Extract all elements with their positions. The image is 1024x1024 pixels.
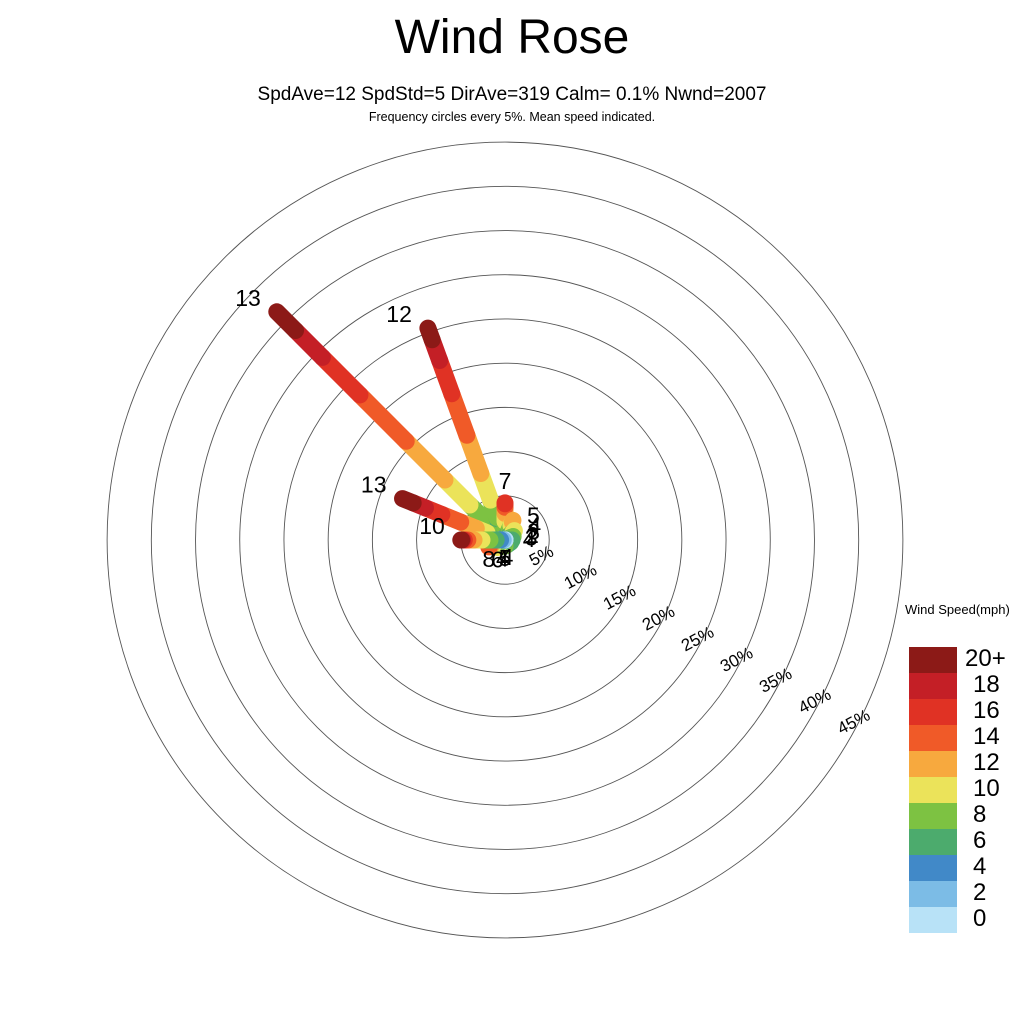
legend-swatch <box>909 881 957 907</box>
ring-label: 20% <box>639 602 678 635</box>
legend: 20+ 18 16 14 12 10 8 6 4 2 0 <box>909 645 1006 933</box>
mean-speed-label: 5 <box>499 545 512 571</box>
legend-row: 14 <box>909 723 1000 751</box>
subtitle: Frequency circles every 5%. Mean speed i… <box>368 110 656 124</box>
petal-segment <box>313 348 369 404</box>
petal-segment <box>268 303 305 340</box>
mean-speed-label: 12 <box>386 301 412 327</box>
legend-swatch <box>909 673 957 699</box>
mean-speed-label: 3 <box>525 524 538 550</box>
legend-label: 16 <box>973 697 1000 724</box>
frequency-ring <box>106 141 904 939</box>
legend-label: 8 <box>973 801 987 828</box>
ring-label: 25% <box>678 623 717 656</box>
petal-segment <box>394 490 422 512</box>
ring-label: 35% <box>756 664 795 697</box>
frequency-ring <box>195 230 815 850</box>
frequency-ring <box>239 274 771 806</box>
mean-speed-label: 4 <box>523 526 536 552</box>
legend-row: 2 <box>909 879 986 907</box>
mean-speed-label: 13 <box>361 472 387 498</box>
legend-label: 20+ <box>965 645 1006 672</box>
legend-swatch <box>909 725 957 751</box>
legend-swatch <box>909 855 957 881</box>
ring-label: 45% <box>834 706 873 739</box>
legend-swatch <box>909 907 957 933</box>
ring-label: 40% <box>795 685 834 718</box>
legend-label: 18 <box>973 671 1000 698</box>
frequency-ring <box>150 185 860 895</box>
ring-labels: 5%10%15%20%25%30%35%40%45% <box>526 542 873 739</box>
ring-label: 30% <box>717 643 756 676</box>
legend-swatch <box>909 647 957 673</box>
legend-row: 20+ <box>909 645 1006 673</box>
legend-swatch <box>909 699 957 725</box>
mean-speed-label: 3 <box>527 519 540 545</box>
legend-label: 12 <box>973 749 1000 776</box>
mean-speed-label: 5 <box>527 502 540 528</box>
frequency-ring <box>416 451 594 629</box>
legend-row: 12 <box>909 749 1000 777</box>
frequency-rings <box>106 141 904 939</box>
legend-swatch <box>909 777 957 803</box>
legend-label: 14 <box>973 723 1000 750</box>
stats-line: SpdAve=12 SpdStd=5 DirAve=319 Calm= 0.1%… <box>257 84 767 105</box>
mean-speed-label: 8 <box>482 546 495 572</box>
legend-title: Wind Speed(mph) <box>905 602 1010 617</box>
legend-row: 10 <box>909 775 1000 803</box>
mean-speed-label: 10 <box>419 513 445 539</box>
legend-label: 4 <box>973 853 987 880</box>
legend-swatch <box>909 829 957 855</box>
mean-speed-label: 4 <box>501 544 514 570</box>
petal-segment <box>503 511 522 531</box>
frequency-ring <box>371 406 639 674</box>
page-title: Wind Rose <box>394 11 630 64</box>
mean-speed-label: 4 <box>528 513 541 539</box>
frequency-ring <box>283 318 727 762</box>
petal-segment <box>351 386 415 450</box>
legend-row: 16 <box>909 697 1000 725</box>
legend-label: 10 <box>973 775 1000 802</box>
legend-row: 18 <box>909 671 1000 699</box>
legend-swatch <box>909 803 957 829</box>
mean-speed-label: 4 <box>496 546 509 572</box>
frequency-ring <box>327 362 683 718</box>
legend-swatch <box>909 751 957 777</box>
legend-row: 8 <box>909 801 986 829</box>
mean-speed-label: 6 <box>491 547 504 573</box>
wind-petals <box>268 303 523 557</box>
legend-row: 6 <box>909 827 986 855</box>
petal-segment <box>419 319 441 349</box>
petal-segment <box>397 432 454 489</box>
legend-row: 4 <box>909 853 986 881</box>
legend-row: 0 <box>909 905 986 933</box>
mean-speed-label: 2 <box>526 522 539 548</box>
ring-label: 15% <box>600 581 639 614</box>
legend-label: 2 <box>973 879 987 906</box>
mean-speed-label: 7 <box>499 468 512 494</box>
legend-label: 0 <box>973 905 987 932</box>
ring-label: 10% <box>561 560 600 593</box>
legend-label: 6 <box>973 827 987 854</box>
mean-speed-label: 13 <box>235 285 261 311</box>
